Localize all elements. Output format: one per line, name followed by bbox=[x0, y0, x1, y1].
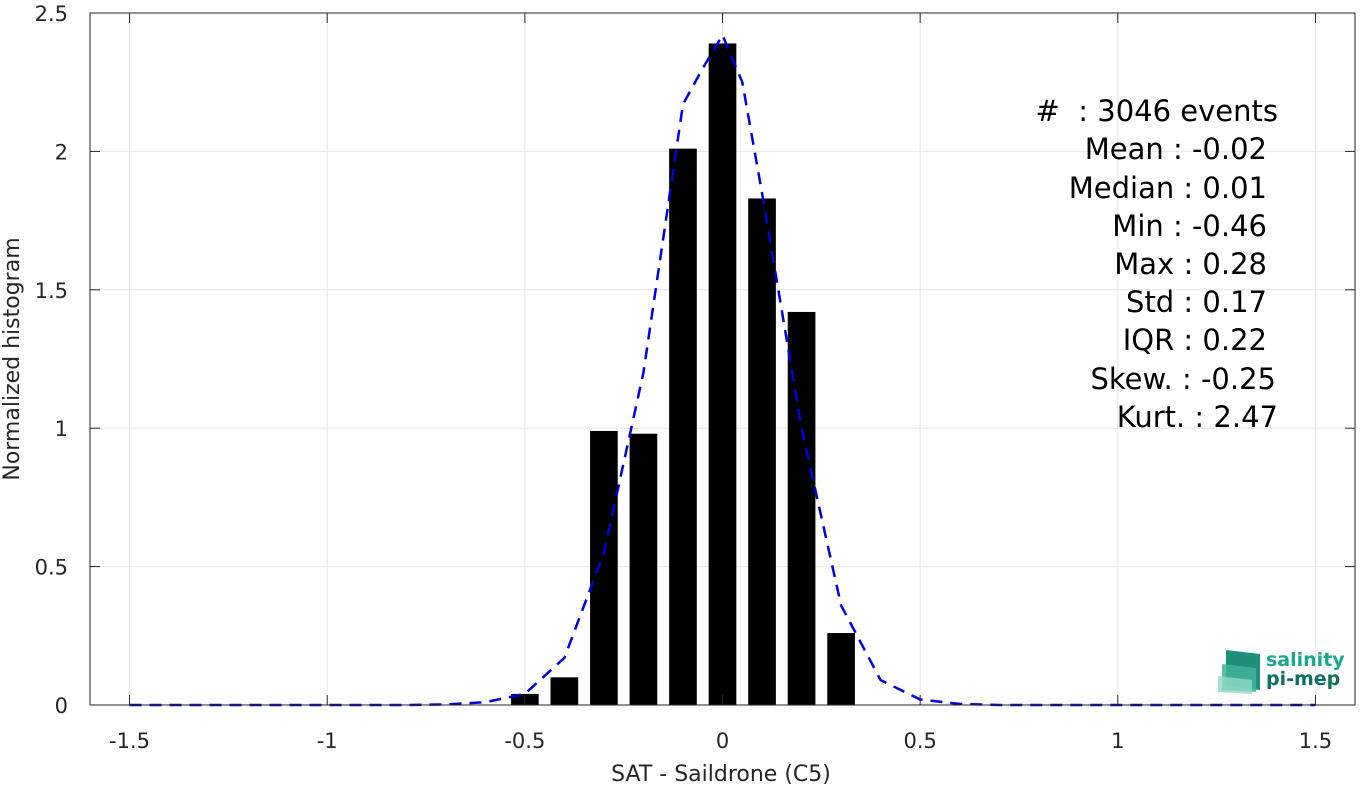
x-tick-label-2: -0.5 bbox=[504, 729, 545, 753]
histogram-bar-6 bbox=[748, 198, 776, 705]
histogram-bar-8 bbox=[827, 633, 855, 705]
histogram-bar-4 bbox=[669, 148, 697, 705]
histogram-bar-5 bbox=[708, 43, 737, 705]
x-tick-label-5: 1 bbox=[1111, 729, 1124, 753]
logo-text-pi-mep: pi-mep bbox=[1266, 668, 1340, 690]
x-tick-label-4: 0.5 bbox=[903, 729, 936, 753]
salinity-pi-mep-logo: salinity pi-mep bbox=[1218, 649, 1345, 694]
stat-min: Min : -0.46 bbox=[1112, 209, 1267, 243]
x-tick-label-6: 1.5 bbox=[1299, 729, 1332, 753]
x-tick-label-0: -1.5 bbox=[109, 729, 150, 753]
y-tick-label-5: 2.5 bbox=[35, 2, 68, 26]
wave-logo-icon bbox=[1218, 650, 1260, 694]
y-tick-label-0: 0 bbox=[55, 694, 68, 718]
stat-kurt: Kurt. : 2.47 bbox=[1117, 400, 1278, 434]
stat-std: Std : 0.17 bbox=[1126, 285, 1267, 319]
y-tick-label-2: 1 bbox=[55, 417, 68, 441]
histogram-bar-2 bbox=[590, 430, 618, 705]
histogram-bars bbox=[511, 43, 855, 705]
stat-iqr: IQR : 0.22 bbox=[1123, 323, 1267, 357]
histogram-bar-3 bbox=[629, 433, 658, 705]
y-tick-label-4: 2 bbox=[55, 140, 68, 164]
stat-max: Max : 0.28 bbox=[1114, 247, 1267, 281]
logo-text-salinity: salinity bbox=[1266, 649, 1345, 671]
histogram-bar-1 bbox=[550, 677, 579, 705]
axes-frame bbox=[89, 12, 1356, 706]
stat-mean: Mean : -0.02 bbox=[1085, 132, 1267, 166]
x-tick-label-3: 0 bbox=[716, 729, 729, 753]
x-tick-label-1: -1 bbox=[317, 729, 338, 753]
y-tick-label-3: 1.5 bbox=[35, 279, 68, 303]
stat-count: # : 3046 events bbox=[1036, 94, 1278, 128]
y-tick-label-1: 0.5 bbox=[35, 556, 68, 580]
tick-labels: -1.5 -1 -0.5 0 0.5 1 1.5 0 0.5 1 1.5 2 2.5 bbox=[35, 2, 1333, 753]
x-axis-label: SAT - Saildrone (C5) bbox=[611, 762, 831, 785]
y-axis-label: Normalized histogram bbox=[0, 237, 25, 480]
stat-skew: Skew. : -0.25 bbox=[1090, 362, 1276, 396]
stat-median: Median : 0.01 bbox=[1069, 171, 1267, 205]
stats-annotation: # : 3046 events Mean : -0.02 Median : 0.… bbox=[1036, 94, 1278, 434]
